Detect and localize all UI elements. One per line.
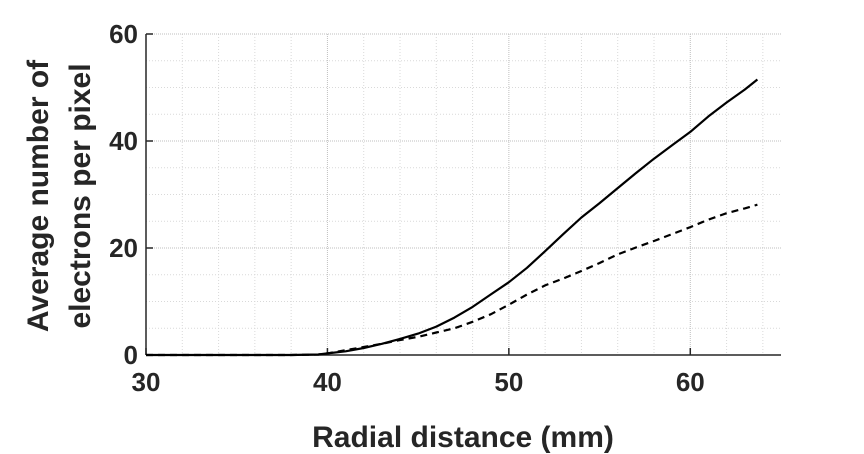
y-axis-label: Average number of electrons per pixel xyxy=(22,59,97,332)
x-tick-label: 60 xyxy=(676,367,705,397)
y-tick-label: 0 xyxy=(124,340,138,370)
series-layer xyxy=(146,78,759,357)
axes xyxy=(145,33,781,356)
series-line-solid xyxy=(146,78,759,357)
minor-grid xyxy=(146,34,781,355)
x-axis-label: Radial distance (mm) xyxy=(312,421,614,454)
x-tick-label: 40 xyxy=(313,367,342,397)
x-tick-label: 50 xyxy=(494,367,523,397)
y-tick-label: 20 xyxy=(109,233,138,263)
y-tick-label: 40 xyxy=(109,126,138,156)
y-tick-label: 60 xyxy=(109,19,138,49)
y-axis-label-line-1: Average number of xyxy=(22,59,55,332)
y-axis-label-line-2: electrons per pixel xyxy=(64,63,97,328)
tick-labels: 30 40 50 60 0 20 40 60 xyxy=(109,19,705,397)
series-line-dashed xyxy=(146,203,758,357)
x-tick-label: 30 xyxy=(132,367,161,397)
major-grid xyxy=(145,33,781,356)
